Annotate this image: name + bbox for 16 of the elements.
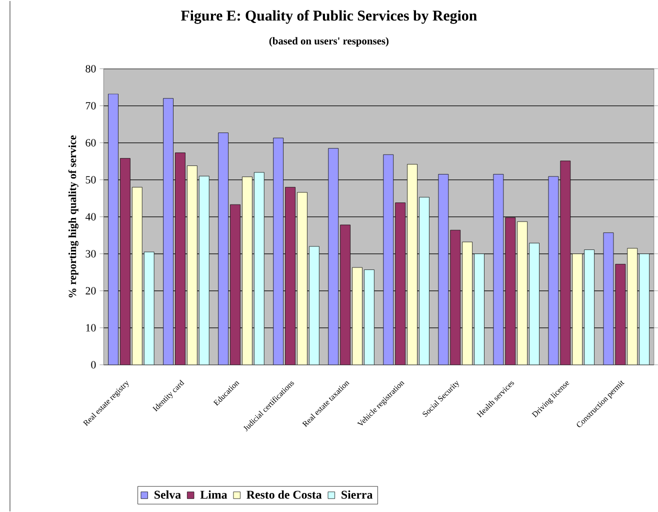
y-tick-label: 50	[86, 176, 96, 184]
y-tick-label: 40	[85, 212, 96, 220]
chart-subtitle: (based on users' responses)	[269, 36, 388, 46]
y-axis-title: % reporting high quality of service	[68, 135, 78, 298]
chart-title: Figure E: Quality of Public Services by Region	[180, 10, 477, 24]
y-tick-label: 80	[86, 64, 96, 72]
legend-label: Lima	[200, 490, 228, 499]
y-tick-label: 0	[91, 360, 96, 368]
y-tick-label: 20	[86, 286, 96, 294]
y-tick-label: 10	[86, 324, 96, 332]
legend-label: Sierra	[342, 490, 373, 499]
y-tick-label: 70	[86, 102, 96, 110]
legend-label: Resto de Costa	[246, 490, 322, 499]
y-tick-label: 30	[86, 250, 96, 258]
y-tick-label: 60	[86, 138, 96, 146]
legend-label: Selva	[154, 490, 181, 499]
